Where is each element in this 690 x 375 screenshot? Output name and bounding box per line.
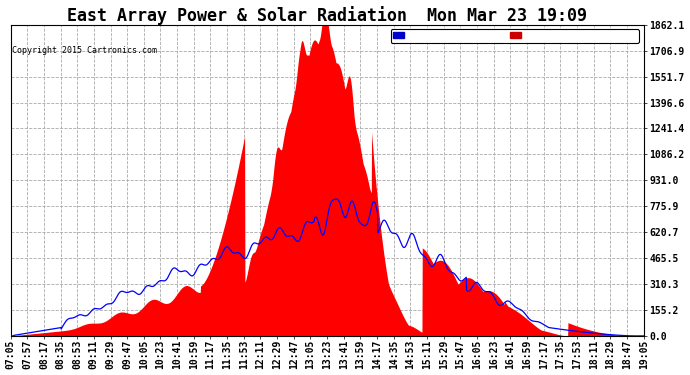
Title: East Array Power & Solar Radiation  Mon Mar 23 19:09: East Array Power & Solar Radiation Mon M…: [67, 6, 587, 24]
Legend: Radiation (w/m2), East Array (DC Watts): Radiation (w/m2), East Array (DC Watts): [391, 29, 639, 43]
Text: Copyright 2015 Cartronics.com: Copyright 2015 Cartronics.com: [12, 46, 157, 56]
